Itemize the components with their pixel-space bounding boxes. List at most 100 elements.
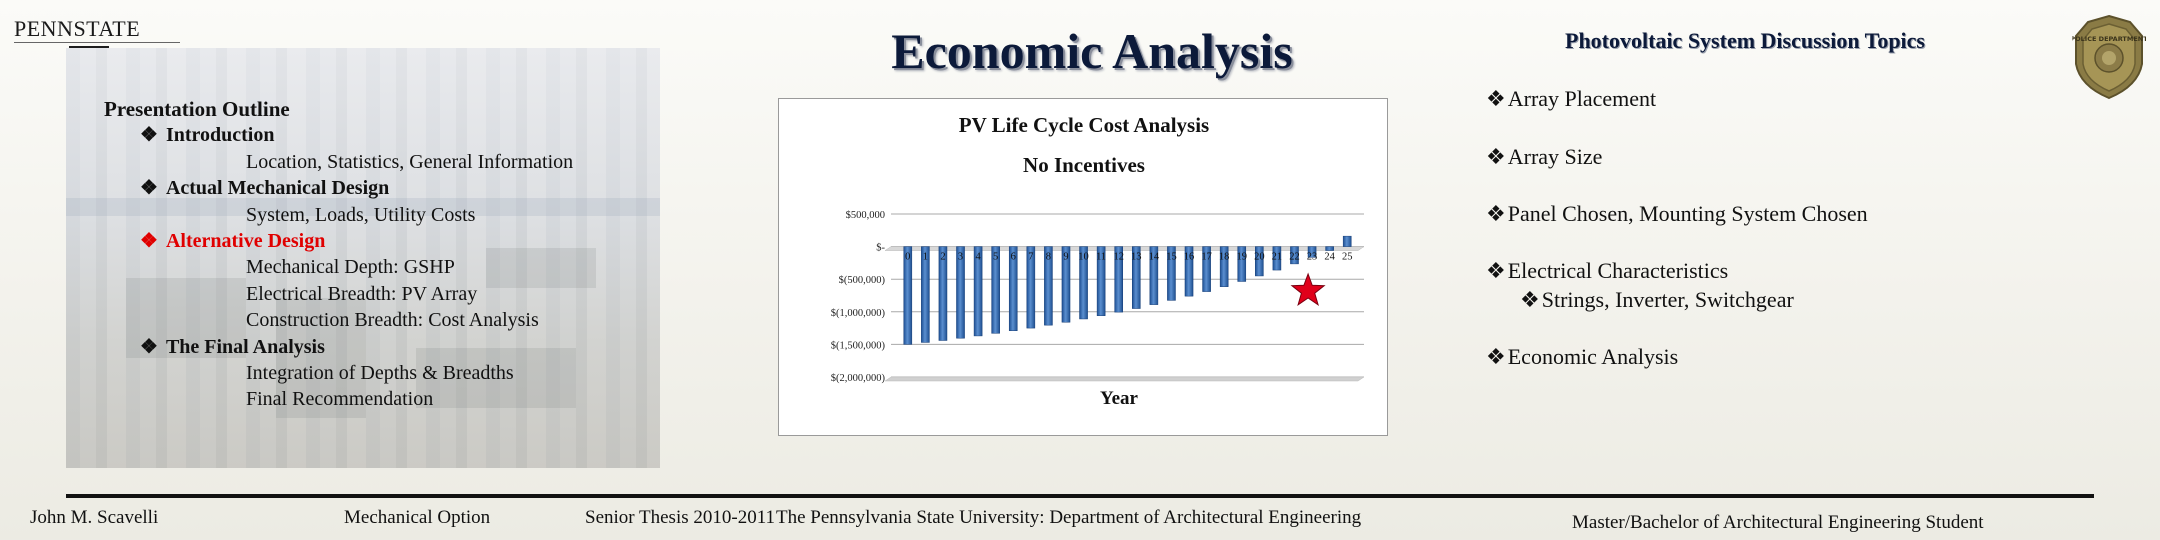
slide-title-wrapper: Economic Analysis bbox=[0, 22, 2160, 80]
bullet-icon: ❖ bbox=[1486, 86, 1506, 111]
y-tick-label: $500,000 bbox=[846, 210, 885, 221]
topic-panel-chosen: ❖Panel Chosen, Mounting System Chosen bbox=[1486, 201, 1868, 227]
x-tick-label: 8 bbox=[1046, 252, 1051, 263]
footer-thesis: Senior Thesis 2010-2011 bbox=[585, 507, 775, 528]
police-department-badge-icon: POLICE DEPARTMENT bbox=[2072, 14, 2146, 100]
chart-title: PV Life Cycle Cost Analysis bbox=[959, 113, 1209, 137]
outline-section-actual-mechanical-design: ❖ Actual Mechanical Design bbox=[104, 175, 664, 201]
bar-year-1 bbox=[921, 246, 930, 343]
x-tick-label: 24 bbox=[1324, 252, 1335, 263]
bar-year-18 bbox=[1219, 246, 1229, 287]
x-tick-label: 14 bbox=[1149, 252, 1160, 263]
x-tick-label: 20 bbox=[1254, 252, 1265, 263]
y-tick-label: $(2,000,000) bbox=[831, 373, 886, 384]
bullet-icon: ❖ bbox=[140, 230, 158, 253]
presentation-outline: Presentation Outline ❖ Introduction Locat… bbox=[104, 96, 664, 413]
bar-year-20 bbox=[1255, 246, 1264, 277]
x-tick-label: 12 bbox=[1113, 252, 1124, 263]
outline-section-title: Introduction bbox=[165, 124, 275, 147]
outline-item: Final Recommendation bbox=[246, 388, 434, 411]
bar-year-23 bbox=[1307, 246, 1317, 258]
x-tick-label: 5 bbox=[993, 252, 998, 263]
badge-text: POLICE DEPARTMENT bbox=[2072, 35, 2146, 43]
bar-year-7 bbox=[1026, 246, 1036, 329]
logo-underline bbox=[14, 42, 180, 43]
bar-year-5 bbox=[991, 246, 1000, 334]
x-tick-label: 1 bbox=[923, 252, 928, 263]
x-tick-label: 25 bbox=[1342, 252, 1353, 263]
bar-year-10 bbox=[1079, 246, 1088, 320]
x-tick-label: 22 bbox=[1289, 252, 1300, 263]
x-tick-label: 4 bbox=[975, 252, 981, 263]
x-tick-label: 2 bbox=[940, 252, 945, 263]
slide-title: Economic Analysis bbox=[891, 23, 1293, 79]
outline-section-title: Alternative Design bbox=[165, 230, 326, 253]
bar-year-6 bbox=[1008, 246, 1018, 331]
topic-label: Electrical Characteristics bbox=[1507, 258, 1729, 283]
footer-degree: Master/Bachelor of Architectural Enginee… bbox=[1572, 512, 1984, 533]
chart-y-axis: $500,000 $- $(500,000) $(1,000,000) $(1,500,… bbox=[831, 210, 886, 384]
outline-item: Electrical Breadth: PV Array bbox=[246, 282, 478, 305]
outline-item: System, Loads, Utility Costs bbox=[246, 203, 476, 226]
outline-item: Location, Statistics, General Informatio… bbox=[246, 150, 574, 173]
outline-item: Integration of Depths & Breadths bbox=[246, 362, 514, 385]
topic-label: Strings, Inverter, Switchgear bbox=[1541, 287, 1794, 312]
topic-strings-inverter-switchgear: ❖Strings, Inverter, Switchgear bbox=[1520, 287, 1794, 313]
bar-year-4 bbox=[973, 246, 983, 337]
y-tick-label: $(1,000,000) bbox=[831, 308, 886, 319]
bar-year-14 bbox=[1149, 246, 1159, 305]
bar-year-22 bbox=[1290, 246, 1299, 265]
bar-year-2 bbox=[938, 246, 948, 341]
topic-label: Array Placement bbox=[1507, 86, 1657, 111]
bullet-icon: ❖ bbox=[1486, 258, 1506, 283]
bullet-icon: ❖ bbox=[140, 335, 158, 358]
x-tick-label: 10 bbox=[1078, 252, 1089, 263]
outline-section-alternative-design-active: ❖ Alternative Design bbox=[104, 228, 664, 254]
bullet-icon: ❖ bbox=[1486, 344, 1506, 369]
bar-year-0 bbox=[903, 246, 913, 345]
bullet-icon: ❖ bbox=[140, 124, 158, 147]
footer-option: Mechanical Option bbox=[344, 507, 491, 528]
x-tick-label: 23 bbox=[1307, 252, 1318, 263]
y-tick-label: $(1,500,000) bbox=[831, 340, 886, 351]
x-tick-label: 9 bbox=[1063, 252, 1068, 263]
topic-label: Array Size bbox=[1507, 144, 1603, 169]
topic-economic-analysis: ❖Economic Analysis bbox=[1486, 344, 1678, 370]
chart-x-axis: 0 1 2 3 4 5 6 7 8 9 10 11 12 13 14 15 16 17 18 19 20 21 22 23 24… bbox=[905, 252, 1352, 263]
outline-section-title: The Final Analysis bbox=[165, 335, 325, 358]
footer-divider bbox=[66, 494, 2094, 498]
topic-label: Panel Chosen, Mounting System Chosen bbox=[1507, 201, 1868, 226]
topic-array-placement: ❖Array Placement bbox=[1486, 86, 1656, 112]
bullet-icon: ❖ bbox=[1486, 144, 1506, 169]
x-tick-label: 15 bbox=[1166, 252, 1177, 263]
bar-year-25 bbox=[1342, 235, 1352, 247]
topics-title: Photovoltaic System Discussion Topics bbox=[1565, 28, 1925, 53]
pv-life-cycle-cost-chart: PV Life Cycle Cost Analysis No Incentive… bbox=[778, 98, 1388, 436]
topic-array-size: ❖Array Size bbox=[1486, 144, 1602, 170]
topic-electrical-characteristics: ❖Electrical Characteristics bbox=[1486, 258, 1728, 284]
bullet-icon: ❖ bbox=[1486, 201, 1506, 226]
outline-section-title: Actual Mechanical Design bbox=[165, 177, 390, 200]
chart-x-axis-label: Year bbox=[1100, 388, 1139, 409]
bar-year-17 bbox=[1202, 246, 1211, 292]
bar-year-15 bbox=[1167, 246, 1176, 301]
footer-university: The Pennsylvania State University: Depar… bbox=[776, 507, 1362, 528]
bar-year-8 bbox=[1044, 246, 1053, 326]
y-tick-label: $(500,000) bbox=[839, 275, 886, 286]
bar-year-16 bbox=[1184, 246, 1194, 297]
x-tick-label: 21 bbox=[1272, 252, 1283, 263]
outline-heading: Presentation Outline bbox=[104, 97, 290, 121]
outline-item: Mechanical Depth: GSHP bbox=[246, 256, 455, 279]
bar-year-11 bbox=[1096, 246, 1106, 316]
x-tick-label: 11 bbox=[1096, 252, 1106, 263]
outline-item: Construction Breadth: Cost Analysis bbox=[246, 309, 539, 332]
x-tick-label: 6 bbox=[1011, 252, 1016, 263]
bar-year-9 bbox=[1061, 246, 1071, 323]
bar-year-21 bbox=[1272, 246, 1282, 271]
bar-year-19 bbox=[1237, 246, 1247, 282]
outline-background-photo bbox=[66, 48, 660, 468]
bar-year-3 bbox=[956, 246, 965, 339]
bar-year-13 bbox=[1131, 246, 1141, 309]
y-tick-label: $- bbox=[876, 243, 885, 254]
x-tick-label: 13 bbox=[1131, 252, 1142, 263]
